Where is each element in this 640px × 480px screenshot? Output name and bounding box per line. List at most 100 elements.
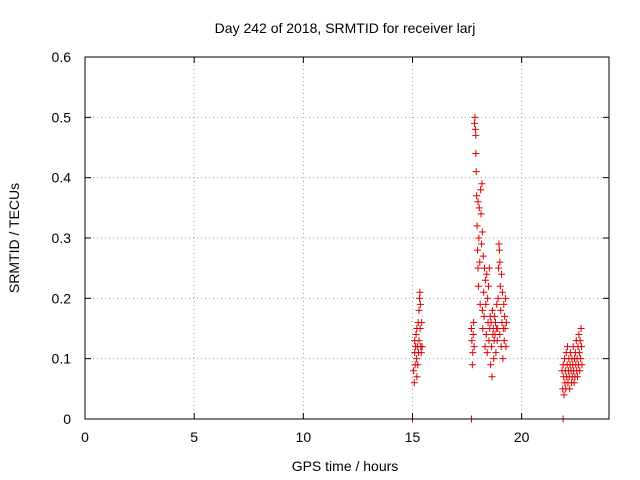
data-point [494,294,502,302]
grid [85,57,609,419]
data-point [471,119,479,127]
data-point [477,240,485,248]
data-point [500,337,508,345]
data-point [560,391,568,399]
data-point [472,168,480,176]
data-point [480,312,488,320]
data-point [499,355,507,363]
data-point [410,367,418,375]
data-point [492,349,500,357]
data-point [483,349,491,357]
plot-frame [84,56,610,420]
x-tick-label: 10 [296,429,312,445]
data-point [488,343,496,351]
data-point [467,325,475,332]
data-point [495,246,503,254]
data-point [473,222,481,230]
data-point [473,192,481,200]
data-point [574,373,582,381]
data-point [500,300,508,308]
data-points [409,113,586,423]
data-point [412,355,420,363]
data-point [477,210,485,218]
data-point [496,282,504,290]
data-point [501,325,509,332]
data-point [577,325,585,332]
data-point [577,355,585,363]
data-point [481,343,489,351]
data-point [469,331,477,339]
data-point [414,361,422,369]
data-point [477,186,485,194]
chart-title: Day 242 of 2018, SRMTID for receiver lar… [215,20,476,36]
data-point [415,337,423,345]
data-point [498,288,506,296]
data-point [415,306,423,314]
data-point [566,385,574,393]
y-tick-label: 0.5 [52,109,72,125]
data-point [482,331,490,339]
data-point [478,180,486,188]
data-point [478,228,486,236]
x-tick-label: 5 [190,429,198,445]
data-point [496,331,504,339]
data-point [472,131,480,139]
data-point [474,264,482,272]
data-point [413,373,421,381]
data-point [412,331,420,339]
y-tick-label: 0.2 [52,290,72,306]
data-point [483,270,491,278]
x-tick-label: 0 [81,429,89,445]
data-point [418,318,426,326]
data-point [416,288,424,296]
data-point [490,355,498,363]
data-point [410,379,418,387]
data-point [485,264,493,272]
data-point [484,294,492,302]
data-point [417,349,425,357]
data-point [480,288,488,296]
x-axis-label: GPS time / hours [292,458,399,474]
data-point [577,343,585,351]
y-axis-label: SRMTID / TECUs [6,183,22,293]
data-point [502,294,510,302]
data-point [470,343,478,351]
data-point [575,331,583,339]
x-tick-label: 20 [514,429,530,445]
data-point [415,294,423,302]
data-point [474,282,482,290]
data-point [479,252,487,260]
data-point [471,113,479,121]
data-point [575,349,583,357]
data-point [471,125,479,133]
y-tick-label: 0 [63,411,71,427]
data-point [469,349,477,357]
data-point [495,240,503,248]
data-point [475,234,483,242]
data-point [416,300,424,308]
data-point [493,300,501,308]
data-point [468,361,476,369]
data-point [576,337,584,345]
data-point [416,325,424,332]
y-tick-label: 0.4 [52,170,72,186]
data-point [502,343,510,351]
y-tick-label: 0.6 [52,49,72,65]
data-point [487,361,495,369]
data-point [501,312,509,320]
data-point [479,325,487,332]
y-tick-label: 0.1 [52,351,72,367]
data-point [496,258,504,266]
data-point [578,361,586,369]
data-point [418,343,426,351]
data-point [497,306,505,314]
data-point [472,150,480,158]
data-point [488,306,496,314]
data-point [476,258,484,266]
data-point [488,373,496,381]
y-tick-label: 0.3 [52,230,72,246]
axis-ticks [84,56,609,420]
data-point [576,367,584,375]
data-point [481,276,489,284]
data-point [474,246,482,254]
